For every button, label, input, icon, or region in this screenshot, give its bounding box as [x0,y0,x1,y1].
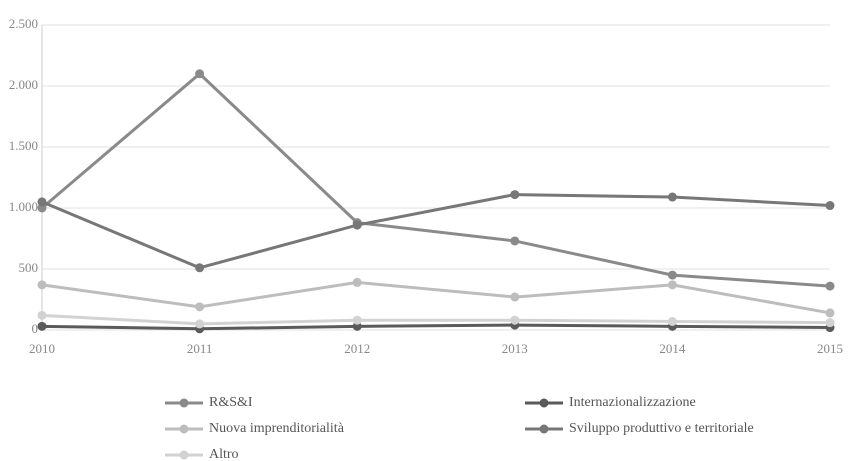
legend-marker [179,450,189,460]
point [195,302,205,312]
point [37,197,47,207]
series-line [41,71,831,288]
point [37,280,47,290]
legend-label: Nuova imprenditorialità [209,421,345,436]
point [825,318,835,328]
point [352,315,362,325]
point [37,310,47,320]
point [352,220,362,230]
point [510,236,520,246]
series-line [41,313,831,326]
point [667,316,677,326]
point [667,280,677,290]
x-tick-label: 2013 [502,341,528,356]
y-tick-label: 500 [19,260,39,275]
point [667,270,677,280]
x-tick-label: 2015 [817,341,843,356]
point [825,201,835,211]
series-line [41,280,831,315]
y-tick-label: 1.500 [9,138,38,153]
series-line [41,193,831,270]
point [195,69,205,79]
legend-marker [179,424,189,434]
point [195,319,205,329]
legend-label: Altro [209,447,239,461]
legend-marker [539,424,549,434]
series-line [41,323,831,331]
y-tick-label: 1.000 [9,199,38,214]
x-tick-label: 2011 [187,341,213,356]
point [510,190,520,200]
x-tick-label: 2012 [344,341,370,356]
x-tick-label: 2010 [29,341,55,356]
point [195,263,205,273]
x-tick-label: 2014 [659,341,686,356]
point [37,321,47,331]
point [510,292,520,302]
legend-label: Internazionalizzazione [569,395,696,410]
y-tick-label: 2.500 [9,16,38,31]
point [352,277,362,287]
y-tick-label: 0 [32,321,39,336]
legend-marker [179,398,189,408]
point [667,192,677,202]
point [510,315,520,325]
point [825,281,835,291]
y-tick-label: 2.000 [9,77,38,92]
point [825,308,835,318]
legend-label: R&S&I [209,395,253,410]
legend-marker [539,398,549,408]
legend-label: Sviluppo produttivo e territoriale [569,421,754,436]
